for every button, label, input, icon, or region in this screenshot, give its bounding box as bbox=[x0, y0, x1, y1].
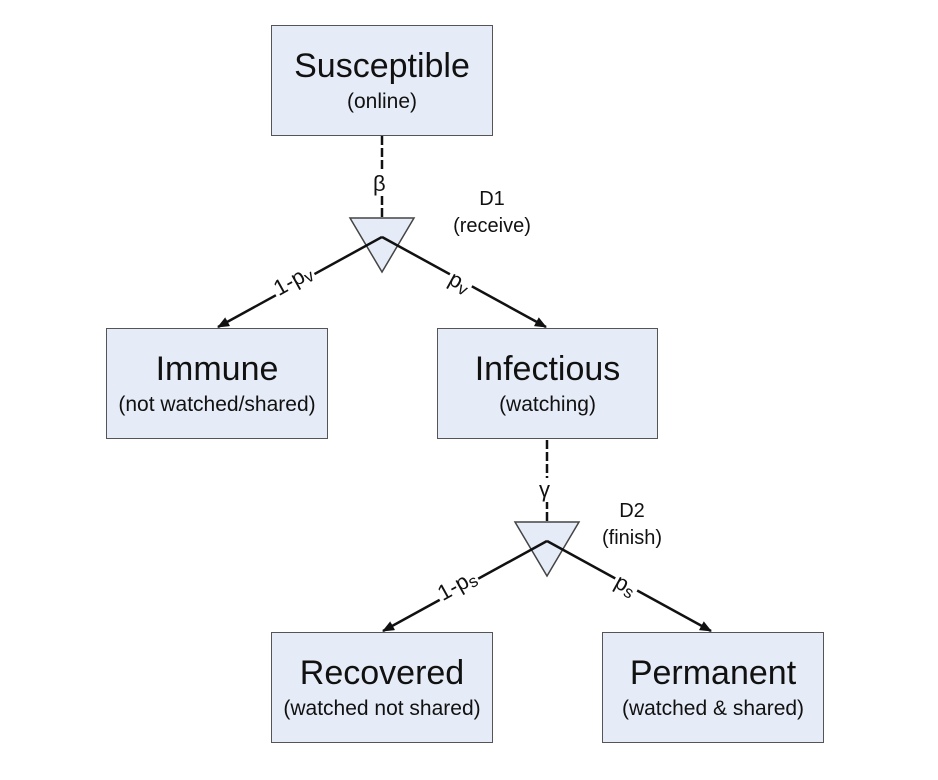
state-infectious-title: Infectious bbox=[474, 349, 621, 388]
state-immune-title: Immune bbox=[155, 349, 279, 388]
state-permanent-title: Permanent bbox=[629, 653, 797, 692]
transition-beta-text: β bbox=[373, 171, 386, 196]
decision-d1-label: D1 (receive) bbox=[437, 186, 547, 240]
state-recovered-sub: (watched not shared) bbox=[283, 696, 481, 720]
state-recovered: Recovered (watched not shared) bbox=[271, 632, 493, 743]
state-immune-sub: (not watched/shared) bbox=[118, 392, 316, 416]
decision-d2-name: D2 bbox=[619, 500, 645, 522]
state-infectious-sub: (watching) bbox=[499, 392, 596, 416]
state-susceptible-sub: (online) bbox=[346, 89, 418, 113]
decision-d1-sub: (receive) bbox=[453, 215, 531, 237]
decision-d2-sub: (finish) bbox=[601, 527, 662, 549]
state-susceptible: Susceptible (online) bbox=[271, 25, 493, 136]
state-susceptible-title: Susceptible bbox=[294, 46, 470, 85]
decision-d2-label: D2 (finish) bbox=[582, 498, 682, 552]
transition-gamma-label: γ bbox=[537, 478, 552, 502]
state-infectious: Infectious (watching) bbox=[437, 328, 658, 439]
decision-d1-name: D1 bbox=[479, 188, 505, 210]
state-permanent-sub: (watched & shared) bbox=[621, 696, 805, 720]
state-immune: Immune (not watched/shared) bbox=[106, 328, 328, 439]
transition-gamma-text: γ bbox=[539, 477, 550, 502]
decision-d2-triangle bbox=[513, 521, 581, 578]
decision-d1-triangle bbox=[348, 217, 416, 274]
transition-beta-label: β bbox=[371, 172, 388, 196]
state-recovered-title: Recovered bbox=[299, 653, 465, 692]
state-permanent: Permanent (watched & shared) bbox=[602, 632, 824, 743]
